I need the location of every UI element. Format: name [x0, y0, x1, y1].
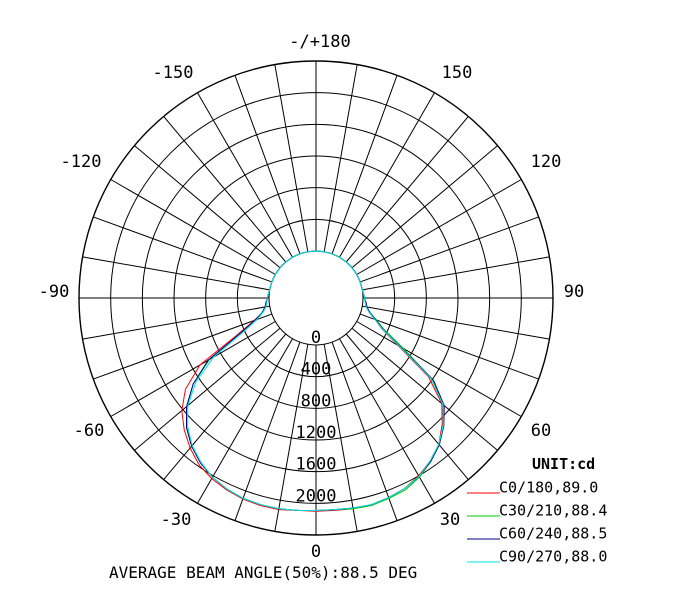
grid-spoke: [323, 344, 358, 532]
series-layer: [181, 250, 445, 512]
grid-spoke: [163, 116, 287, 263]
legend-label: C30/210,88.4: [499, 502, 607, 520]
ring-value-label: 1200: [296, 423, 337, 443]
grid-spoke: [351, 327, 498, 451]
series-curve-3: [187, 250, 444, 512]
angle-label: 120: [531, 152, 562, 172]
legend-label: C60/240,88.5: [499, 525, 607, 543]
ring-value-label: 400: [301, 360, 332, 380]
angle-label: -150: [153, 63, 194, 83]
grid-spoke: [93, 216, 273, 283]
polar-grid: [78, 60, 554, 536]
angle-label: 60: [531, 421, 551, 441]
angle-label: 90: [564, 282, 584, 302]
grid-spoke: [339, 338, 435, 504]
grid-spoke: [274, 64, 309, 252]
grid-spoke: [82, 305, 270, 340]
ring-value-label: 2000: [296, 486, 337, 506]
grid-spoke: [93, 313, 273, 380]
grid-spoke: [163, 333, 287, 480]
angle-label: -120: [61, 152, 102, 172]
grid-spoke: [345, 333, 469, 480]
grid-spoke: [331, 75, 398, 255]
grid-spoke: [359, 313, 539, 380]
grid-spoke: [339, 92, 435, 258]
grid-spoke: [331, 341, 398, 521]
grid-spoke: [345, 116, 469, 263]
angle-label: 0: [311, 542, 321, 562]
angle-label: 30: [440, 510, 460, 530]
angle-label: -60: [74, 421, 105, 441]
grid-spoke: [134, 145, 281, 269]
ring-value-label: 800: [301, 391, 332, 411]
legend-label: C90/270,88.0: [499, 548, 607, 566]
grid-spoke: [134, 327, 281, 451]
grid-spoke: [356, 321, 522, 417]
angle-label: -30: [161, 510, 192, 530]
ring-value-label: 0: [311, 328, 321, 348]
grid-spoke: [362, 305, 550, 340]
grid-spoke: [82, 256, 270, 291]
grid-spoke: [323, 64, 358, 252]
angle-label: 150: [442, 63, 473, 83]
legend-unit-label: UNIT:cd: [532, 455, 595, 473]
grid-spoke: [110, 321, 276, 417]
legend-items: C0/180,89.0 C30/210,88.4 C60/240,88.5 C90/2…: [467, 479, 607, 566]
grid-spoke: [197, 92, 293, 258]
angle-label: -90: [39, 282, 70, 302]
ring-labels: 0 400 800 1200 1600 2000: [296, 328, 337, 506]
angle-labels: -/+180 150 120 90 60 30 0 -30 -60 -90 -120 -150: [39, 32, 585, 562]
grid-spoke: [110, 179, 276, 275]
grid-spoke: [359, 216, 539, 283]
ring-value-label: 1600: [296, 455, 337, 475]
grid-spoke: [356, 179, 522, 275]
grid-spoke: [234, 75, 301, 255]
grid-spoke: [351, 145, 498, 269]
grid-spoke: [197, 338, 293, 504]
legend-label: C0/180,89.0: [499, 479, 598, 497]
grid-spoke: [362, 256, 550, 291]
grid-spoke: [274, 344, 309, 532]
angle-label: -/+180: [289, 32, 350, 52]
grid-spoke: [234, 341, 301, 521]
beam-angle-caption: AVERAGE BEAM ANGLE(50%):88.5 DEG: [109, 563, 417, 582]
legend: UNIT:cd C0/180,89.0 C30/210,88.4 C60/240,8…: [467, 455, 607, 566]
